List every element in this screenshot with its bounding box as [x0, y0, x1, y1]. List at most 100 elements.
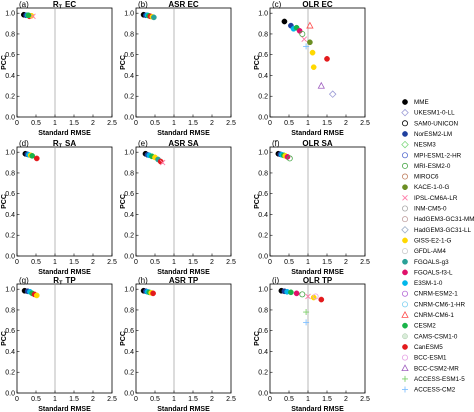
y-tick-label: 0.0	[5, 114, 15, 121]
x-tick-label: 1.5	[322, 259, 332, 266]
legend-marker	[402, 322, 408, 329]
data-point	[288, 289, 294, 296]
x-tick-label: 1.5	[69, 259, 79, 266]
y-tick-label: 0.8	[5, 31, 15, 38]
legend-item: FGOALS-g3	[402, 259, 449, 266]
legend-marker	[402, 99, 408, 105]
legend-item: CNRM-ESM2-1	[401, 290, 458, 298]
panel-title: RT EC	[53, 0, 76, 11]
data-point	[303, 319, 310, 326]
x-tick-label: 2.5	[107, 259, 117, 266]
legend-item: INM-CM5-0	[401, 205, 447, 213]
legend-label: MME	[414, 99, 429, 106]
y-tick-label: 0.2	[124, 94, 134, 101]
legend-marker	[401, 162, 408, 169]
legend-marker	[401, 173, 408, 180]
x-tick-label: 0.5	[284, 259, 294, 266]
legend-marker	[401, 216, 408, 223]
data-point	[303, 309, 310, 316]
plot-frame	[135, 283, 232, 394]
data-point	[151, 14, 157, 21]
data-point	[328, 90, 337, 98]
x-tick-label: 0.5	[284, 120, 294, 127]
data-point	[299, 291, 306, 298]
x-tick-label: 2	[344, 259, 348, 266]
panel-label: (h)	[138, 276, 148, 285]
legend-item: ACCESS-CM2	[402, 387, 456, 394]
panel-label: (a)	[19, 0, 29, 9]
y-tick-label: 0.0	[258, 114, 268, 121]
legend-item: IPSL-CM6A-LR	[402, 195, 458, 202]
legend-marker	[401, 226, 409, 234]
legend-label: CAMS-CSM1-0	[414, 333, 458, 340]
y-tick-label: 0.0	[124, 253, 134, 260]
legend-label: HadGEM3-GC31-LL	[414, 227, 472, 234]
panel-b: 0 0.5 1 1.5 2 2.5 0.0 0.2 0.4 0.6 0.8 1.0 Standard R…	[120, 0, 236, 137]
plot-frame	[16, 146, 113, 257]
y-tick-label: 1.0	[124, 11, 134, 18]
x-axis-label: Standard RMSE	[38, 406, 91, 412]
legend-marker	[402, 333, 408, 340]
y-axis-label: PCC	[254, 55, 261, 70]
legend-item: HadGEM3-GC31-LL	[401, 226, 472, 234]
y-tick-label: 0.8	[258, 170, 268, 177]
legend-item: FGOALS-f3-L	[402, 269, 453, 276]
panel-title: ASR EC	[168, 0, 198, 9]
panel-c: 0 0.5 1 1.5 2 2.5 0.0 0.2 0.4 0.6 0.8 1.0 Standard R…	[254, 0, 370, 137]
y-tick-label: 0.4	[5, 349, 15, 356]
plot-frame	[269, 146, 366, 257]
panel-title-main: R	[53, 0, 59, 9]
y-axis-label: PCC	[1, 55, 8, 70]
data-point	[33, 155, 40, 162]
y-tick-label: 0.2	[5, 233, 15, 240]
x-tick-label: 1	[306, 120, 310, 127]
x-tick-label: 0	[134, 259, 138, 266]
y-tick-label: 1.0	[5, 287, 15, 294]
legend-marker	[402, 184, 408, 191]
legend-label: FGOALS-g3	[414, 259, 449, 266]
panel-title-main: R	[53, 139, 59, 148]
x-tick-label: 0	[134, 120, 138, 127]
plot-frame	[269, 283, 366, 394]
legend-marker	[402, 258, 408, 265]
legend-marker	[402, 237, 408, 244]
y-tick-label: 0.8	[5, 170, 15, 177]
data-point	[30, 13, 36, 20]
y-tick-label: 0.4	[124, 349, 134, 356]
plot-frame	[135, 146, 232, 257]
y-tick-label: 0.6	[124, 52, 134, 59]
legend-item: ACCESS-ESM1-5	[402, 376, 465, 383]
legend-label: BCC-CSM2-MR	[414, 365, 459, 372]
panel-label: (g)	[19, 276, 29, 285]
legend-marker	[401, 310, 409, 318]
x-axis-label: Standard RMSE	[291, 269, 344, 276]
y-tick-label: 0.6	[258, 191, 268, 198]
data-point	[312, 293, 319, 300]
data-point	[281, 18, 288, 25]
legend-marker	[401, 140, 409, 149]
legend-label: NESM3	[414, 142, 436, 149]
legend-label: GISS-E2-1-G	[414, 237, 452, 244]
data-point	[150, 290, 156, 297]
x-tick-label: 2.5	[226, 259, 236, 266]
legend-item: NorESM2-LM	[402, 131, 452, 138]
legend-label: CESM2	[414, 323, 436, 330]
x-tick-label: 0.5	[150, 259, 160, 266]
data-point	[305, 293, 311, 300]
x-tick-label: 0	[268, 120, 272, 127]
legend-label: BCC-ESM1	[414, 355, 447, 362]
panel-f: 0 0.5 1 1.5 2 2.5 0.0 0.2 0.4 0.6 0.8 1.0 Standard R…	[254, 139, 370, 276]
panel-title-subscript: T	[59, 144, 63, 150]
legend-label: CNRM-ESM2-1	[414, 291, 458, 298]
panel-title-region: EC	[65, 0, 76, 9]
legend-item: SAM0-UNICON	[401, 120, 459, 127]
legend-label: GFDL-AM4	[414, 248, 446, 255]
panel-label: (c)	[272, 0, 282, 9]
legend-item: MPI-ESM1-2-HR	[401, 152, 462, 159]
plot-frame	[16, 283, 113, 394]
y-tick-label: 0.4	[5, 73, 15, 80]
x-tick-label: 2	[91, 120, 95, 127]
data-point	[306, 21, 314, 29]
legend: MME UKESM1-0-LL SAM0-UNICON NorESM2-LM NESM3…	[401, 99, 474, 394]
